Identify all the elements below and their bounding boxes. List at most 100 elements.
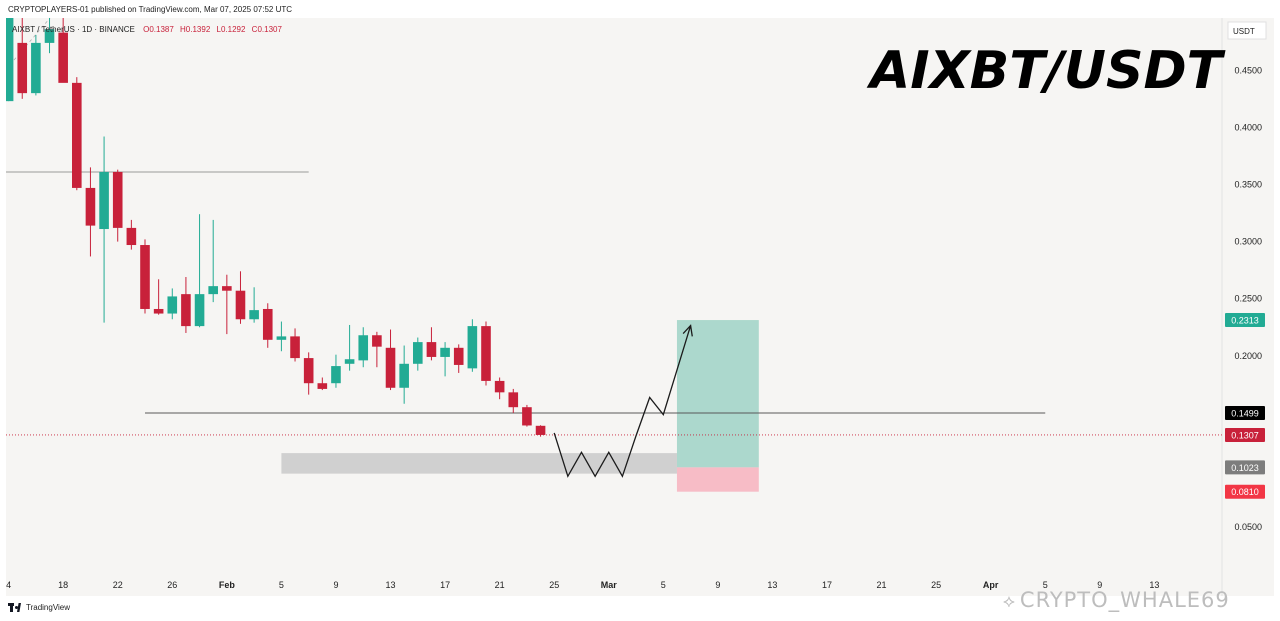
candle-body [290,336,300,359]
x-tick-label: 26 [167,580,177,590]
candle [72,77,82,191]
candle-body [72,82,82,188]
candle-body [522,407,532,426]
price-badge: 0.1023 [1225,460,1265,475]
candle-body [413,342,423,364]
legend-open: O0.1387 [143,25,174,34]
candle-body [372,335,382,347]
candle-body [262,308,273,340]
candle [426,327,437,361]
x-tick-label: 21 [877,580,887,590]
candle [453,344,464,373]
price-badge: 0.2313 [1225,313,1265,328]
candle-body [99,171,109,230]
candle-body [276,336,287,340]
candle-body [58,32,68,83]
x-tick-label: Apr [983,580,999,590]
x-tick-label: 25 [549,580,559,590]
candle-body [453,347,464,365]
price-badge: 0.1499 [1225,406,1265,421]
chart-title: AIXBT/USDT [866,41,1226,101]
price-badge: 0.1307 [1225,427,1265,442]
x-tick-label: 13 [386,580,396,590]
candle-body [140,245,150,309]
x-tick-label: 9 [1097,580,1102,590]
x-tick-label: 5 [1043,580,1048,590]
tradingview-logo[interactable]: TradingView [8,603,70,612]
y-tick-label: 0.2500 [1234,294,1262,304]
candle [508,388,519,413]
unit-box[interactable] [1227,21,1267,40]
x-tick-label: 13 [1149,580,1159,590]
candle-body [440,347,450,357]
candle [262,303,273,348]
candle [167,288,178,320]
legend-close: C0.1307 [251,25,282,34]
candle [481,321,491,386]
symbol-legend[interactable]: AIXBT / TetherUS · 1D · BINANCE O0.1387 … [12,25,282,34]
candle [235,271,246,324]
x-tick-label: 4 [6,580,11,590]
y-tick-label: 0.4500 [1234,65,1262,75]
y-tick-label: 0.0500 [1234,522,1262,532]
legend-low: L0.1292 [216,25,246,34]
x-tick-label: 13 [767,580,777,590]
projection-path [553,325,692,478]
candle-body [344,359,355,364]
candle [385,329,396,391]
candle-body [358,335,369,361]
candle [290,328,300,362]
candle-body [535,425,546,435]
candle [494,377,505,400]
chart-background [6,18,1274,596]
x-tick-label: 9 [715,580,720,590]
candle [522,404,532,427]
price-badge-bg [1225,427,1265,442]
y-tick-label: 0.2000 [1234,351,1262,361]
x-tick-label: 5 [279,580,284,590]
watermark: ⟡ CRYPTO_WHALE69 [1003,588,1230,612]
candle [535,425,546,437]
candle [344,324,355,371]
candle-body [317,383,328,389]
candle-body [399,363,409,388]
candle [331,354,341,388]
candle [153,279,164,315]
y-tick-label: 0.3500 [1234,180,1262,190]
candle-body [31,42,41,94]
candle [222,274,232,335]
candle-body [249,310,259,320]
candle-body [494,380,505,393]
candle [440,342,450,377]
price-badge-bg [1225,313,1265,328]
price-badge-bg [1225,406,1265,421]
watermark-icon: ⟡ [1003,591,1016,612]
x-tick-label: Feb [219,580,236,590]
watermark-text: CRYPTO_WHALE69 [1019,588,1230,612]
price-badge-bg [1225,484,1265,499]
candle [399,345,409,404]
x-tick-label: 17 [822,580,832,590]
candle-body [331,366,341,384]
x-tick-label: Mar [601,580,618,590]
candle-body [181,294,191,327]
candle [194,214,205,328]
candle-body [222,286,232,291]
x-tick-label: 5 [661,580,666,590]
candle [317,377,328,391]
candle [358,327,369,368]
projection-arrowhead [682,324,693,337]
candle [126,219,137,250]
unit-label: USDT [1233,27,1255,36]
price-badge-label: 0.1499 [1231,409,1259,419]
tradingview-logo-icon [8,603,22,612]
candle-body [481,326,491,381]
candle [112,169,123,242]
stop-zone [676,467,759,492]
candle-body [112,171,123,228]
candle-body [44,29,55,43]
support-zone [281,453,677,474]
candle-body [208,286,218,295]
candle-body [467,326,478,369]
